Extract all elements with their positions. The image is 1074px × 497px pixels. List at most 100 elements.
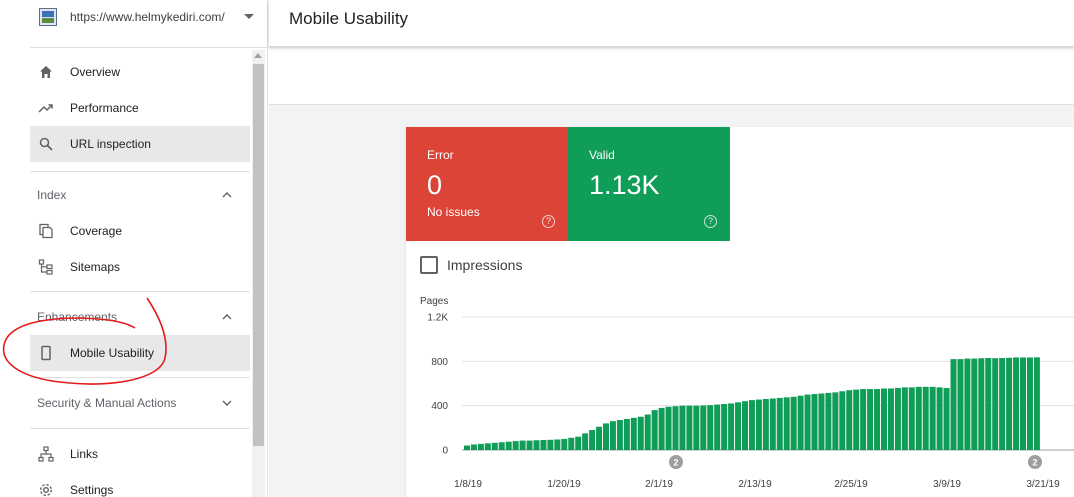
bar <box>603 423 609 450</box>
annotation-marker <box>669 455 683 469</box>
bar <box>623 418 630 450</box>
gear-icon <box>38 482 54 497</box>
bar <box>547 439 554 450</box>
nav-label: Links <box>70 447 99 461</box>
y-tick-label: 0 <box>442 446 448 457</box>
scrollbar-thumb[interactable] <box>253 64 264 446</box>
bar <box>860 389 867 450</box>
bar <box>797 395 804 450</box>
x-tick-label: 2/1/19 <box>645 479 673 490</box>
bar <box>470 444 477 450</box>
nav-item-links[interactable]: Links <box>30 436 250 472</box>
bar <box>790 396 797 450</box>
trending-up-icon <box>38 100 54 116</box>
bar <box>505 441 512 450</box>
sidebar-scrollbar[interactable] <box>252 50 265 497</box>
bar <box>554 439 561 450</box>
valid-label: Valid <box>589 148 615 162</box>
divider <box>30 291 250 292</box>
bar <box>999 358 1006 450</box>
bar <box>491 442 498 450</box>
bar <box>561 438 568 450</box>
nav-label: Coverage <box>70 224 123 238</box>
property-url: https://www.helmykediri.com/ <box>70 10 225 24</box>
bar <box>971 358 978 450</box>
y-tick-label: 400 <box>431 401 448 412</box>
scroll-up-arrow-icon[interactable] <box>254 53 262 58</box>
nav-item-sitemaps[interactable]: Sitemaps <box>30 249 250 285</box>
bar <box>568 437 575 450</box>
mobile-usability-card: Error 0 No issues ? Valid 1.13K ? Impres… <box>406 127 1074 497</box>
nav-item-mobile-usability[interactable]: Mobile Usability <box>30 335 250 371</box>
nav-item-performance[interactable]: Performance <box>30 90 250 126</box>
property-selector[interactable]: https://www.helmykediri.com/ <box>30 0 267 36</box>
section-label: Index <box>37 188 67 202</box>
bar <box>825 392 832 450</box>
bar <box>943 387 950 450</box>
bar <box>630 417 637 450</box>
nav-label: Settings <box>70 483 114 497</box>
nav-item-overview[interactable]: Overview <box>30 54 250 90</box>
divider <box>30 428 250 429</box>
bar <box>992 358 999 450</box>
annotation-marker-label: 2 <box>673 458 678 468</box>
sidebar: https://www.helmykediri.com/ Overview Pe… <box>30 0 268 497</box>
bar <box>839 391 846 450</box>
bar <box>804 394 811 450</box>
bar <box>721 404 728 450</box>
bar <box>832 392 839 450</box>
bar <box>985 358 992 450</box>
x-tick-label: 1/20/19 <box>547 479 581 490</box>
error-count: 0 <box>427 170 443 200</box>
bar <box>853 389 860 450</box>
home-icon <box>38 64 54 80</box>
impressions-checkbox[interactable] <box>420 256 438 274</box>
section-index[interactable]: Index <box>30 177 250 213</box>
x-tick-label: 1/8/19 <box>454 479 482 490</box>
nav-item-coverage[interactable]: Coverage <box>30 213 250 249</box>
valid-tile[interactable]: Valid 1.13K ? <box>568 127 730 241</box>
bar <box>957 359 964 450</box>
bar <box>644 414 651 450</box>
bar <box>1006 357 1013 450</box>
dropdown-caret-icon[interactable] <box>244 14 254 19</box>
bar <box>874 389 881 450</box>
bar <box>665 406 672 450</box>
y-tick-label: 800 <box>431 357 448 368</box>
divider <box>30 377 250 378</box>
bar <box>748 400 755 450</box>
error-tile[interactable]: Error 0 No issues ? <box>406 127 568 241</box>
y-axis-label: Pages <box>420 296 448 307</box>
nav-item-settings[interactable]: Settings <box>30 472 250 497</box>
bar <box>762 399 769 450</box>
page-title: Mobile Usability <box>289 9 409 28</box>
bar <box>929 386 936 450</box>
bar <box>512 441 519 450</box>
pages-chart: Pages 0 400 800 1.2K 1/8/19 1/20/19 2/1/19 2/13/… <box>420 296 1074 490</box>
section-enhancements[interactable]: Enhancements <box>30 299 250 335</box>
bar <box>978 358 985 450</box>
impressions-label[interactable]: Impressions <box>447 257 523 273</box>
bar <box>609 421 616 450</box>
section-security[interactable]: Security & Manual Actions <box>30 385 250 421</box>
bar <box>1026 357 1033 450</box>
nav-item-url-inspection[interactable]: URL inspection <box>30 126 250 162</box>
bar <box>519 440 526 450</box>
help-icon[interactable]: ? <box>704 215 717 228</box>
bar <box>908 387 915 450</box>
help-icon[interactable]: ? <box>542 215 555 228</box>
chevron-up-icon <box>220 310 234 324</box>
bar <box>776 397 783 450</box>
chevron-up-icon <box>220 188 234 202</box>
bar <box>616 420 623 450</box>
annotation-marker <box>1028 455 1042 469</box>
page-header: Mobile Usability <box>269 0 1074 47</box>
annotation-marker-label: 2 <box>1032 458 1037 468</box>
nav-label: URL inspection <box>70 137 151 151</box>
bar <box>589 430 596 450</box>
bar <box>651 410 658 450</box>
bar <box>679 405 686 450</box>
smartphone-icon <box>38 345 54 361</box>
search-icon <box>38 136 54 152</box>
bar <box>901 387 908 450</box>
